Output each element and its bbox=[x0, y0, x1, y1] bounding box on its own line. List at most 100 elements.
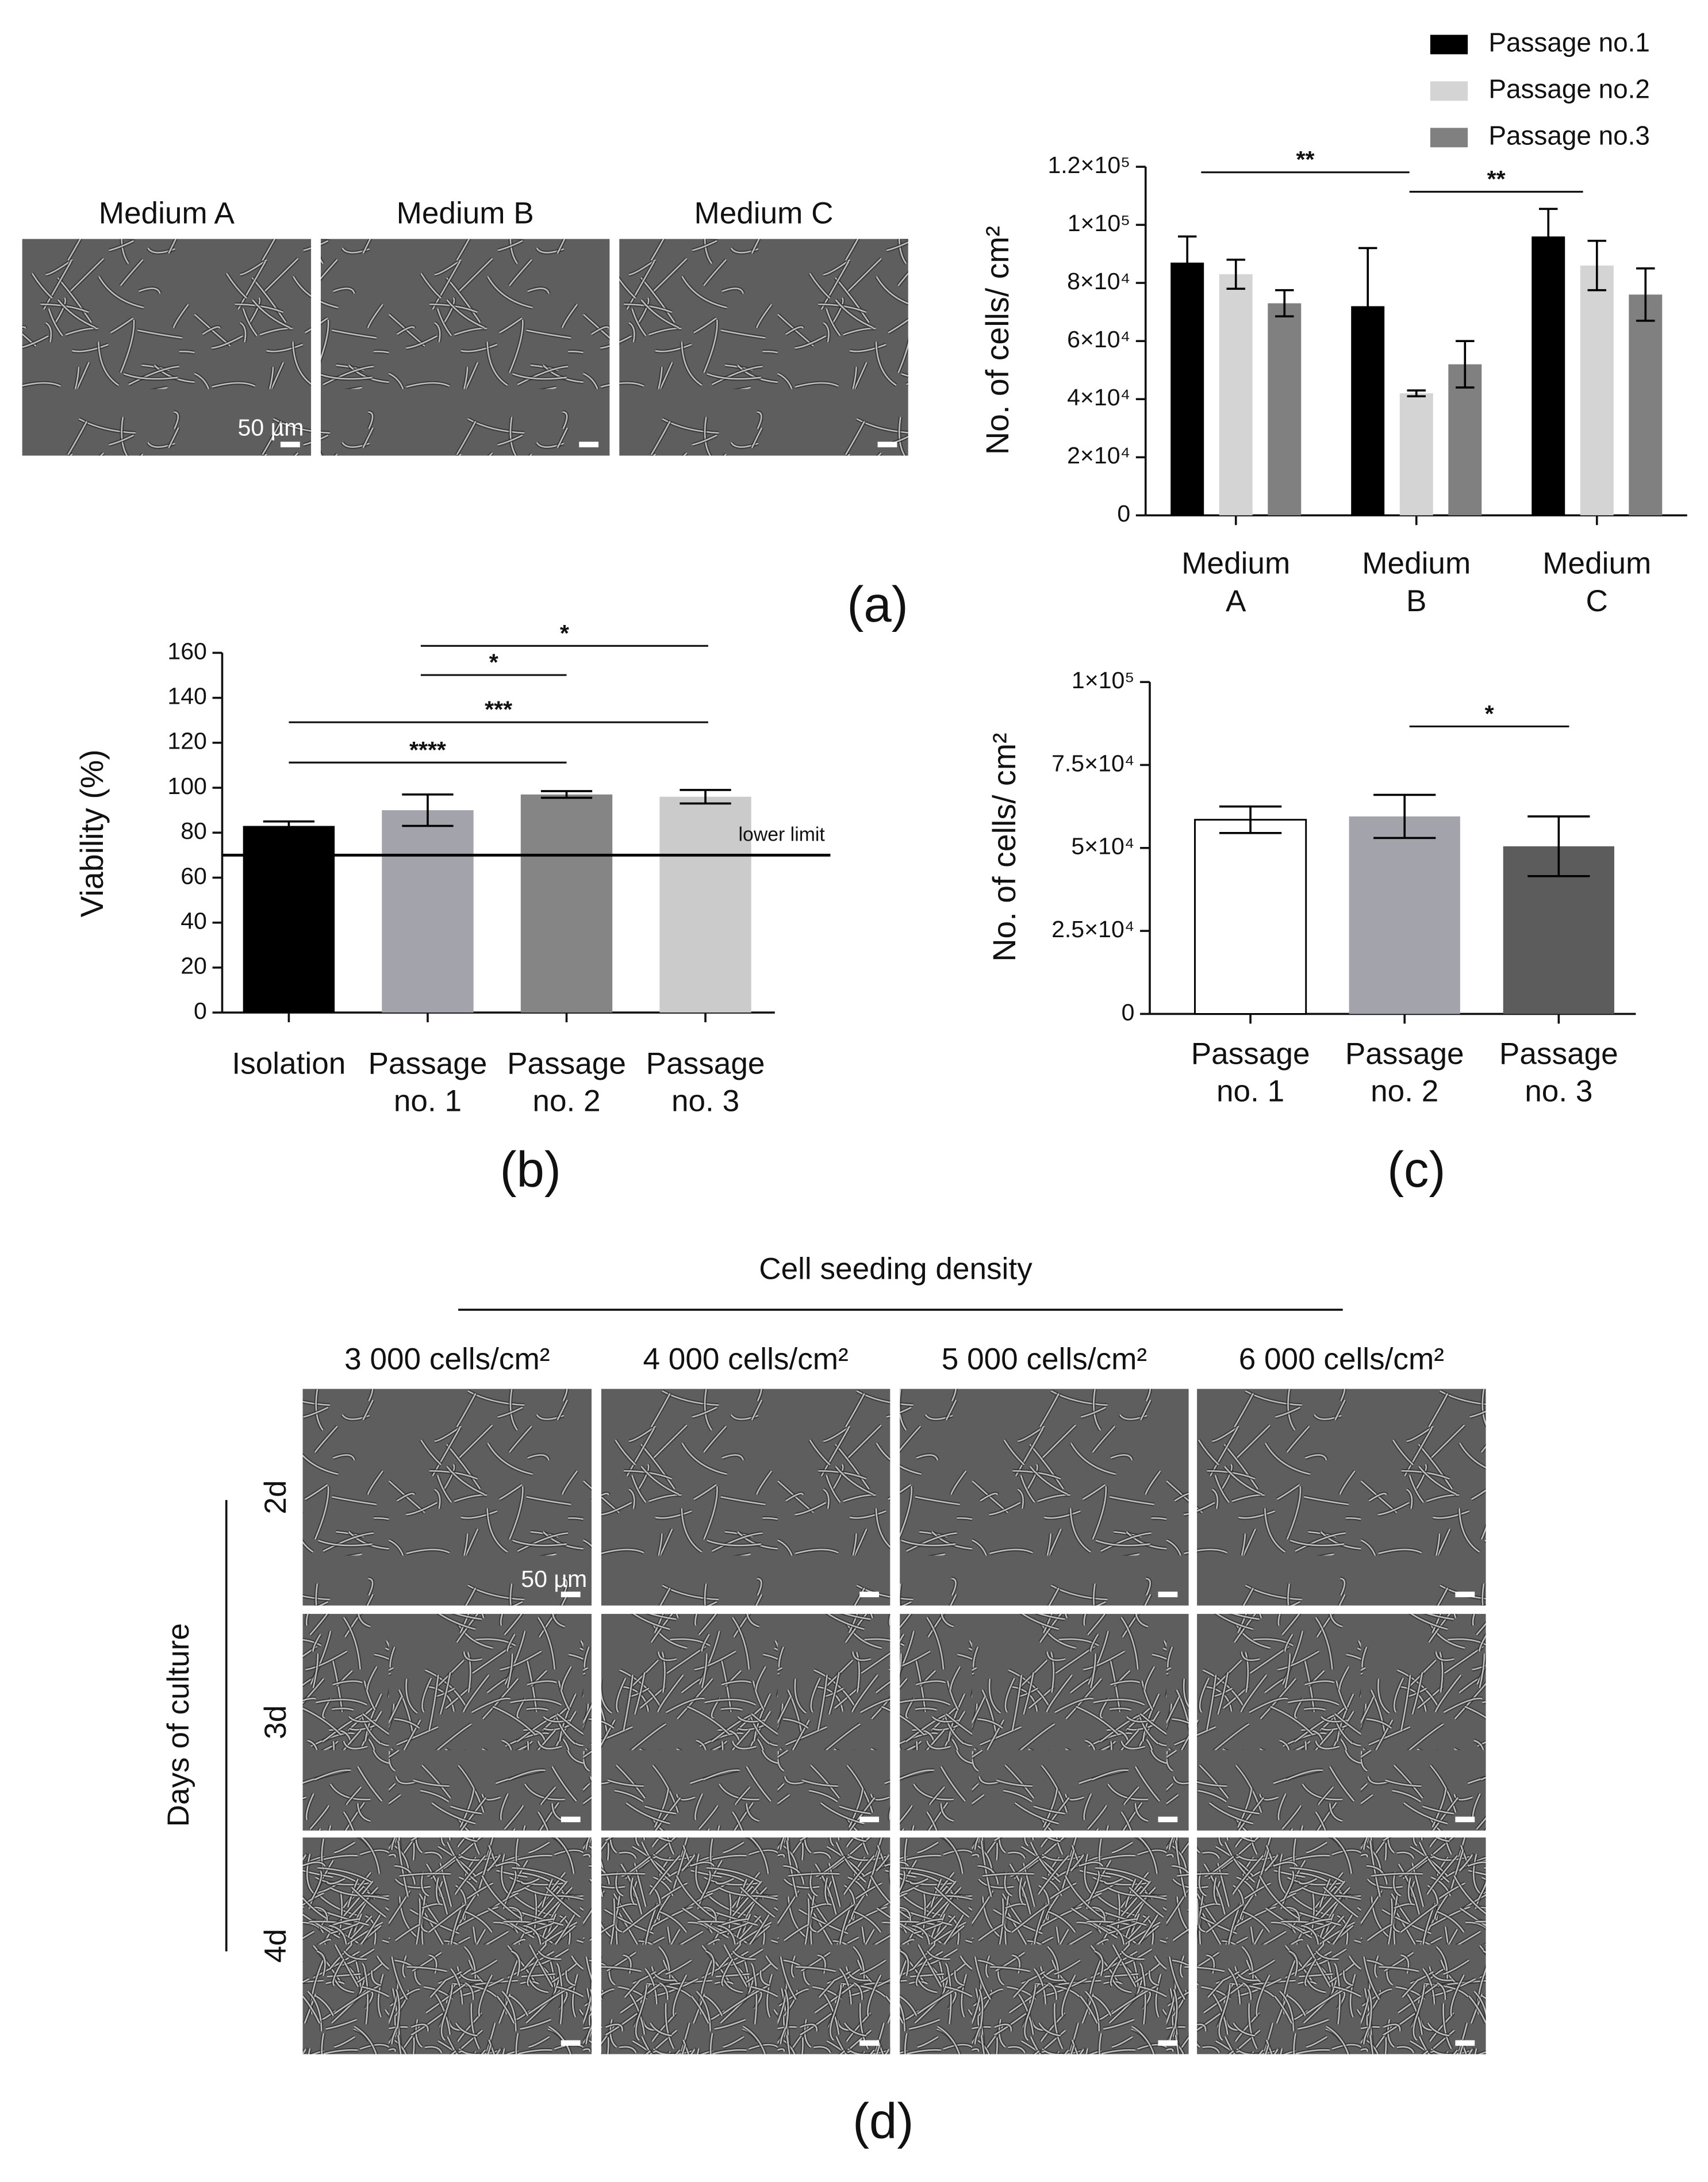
scale-bar bbox=[1455, 2040, 1475, 2046]
scale-bar bbox=[1455, 1816, 1475, 1823]
column-header: 5 000 cells/cm² bbox=[942, 1342, 1147, 1376]
panel-title: Cell seeding density bbox=[759, 1252, 1033, 1286]
bar bbox=[520, 794, 613, 1013]
legend-label: Passage no.1 bbox=[1488, 28, 1650, 57]
panel-label: (b) bbox=[500, 1142, 561, 1198]
significance-label: ** bbox=[1487, 166, 1506, 192]
x-tick-label: Isolation bbox=[232, 1045, 346, 1081]
micrograph-texture bbox=[900, 1389, 1189, 1606]
panel-label: (c) bbox=[1387, 1142, 1445, 1198]
x-tick-label: Passage no. 1 bbox=[368, 1045, 488, 1118]
bar bbox=[659, 796, 751, 1013]
significance-label: **** bbox=[409, 737, 446, 763]
scale-bar bbox=[1158, 1592, 1178, 1597]
scale-bar bbox=[1158, 1816, 1178, 1823]
legend-label: Passage no.3 bbox=[1488, 120, 1650, 150]
y-axis-label: Viability (%) bbox=[74, 749, 110, 917]
y-tick-label: 6×10⁴ bbox=[1067, 326, 1130, 352]
bar bbox=[1170, 262, 1204, 516]
scale-bar bbox=[561, 1816, 581, 1823]
scale-bar bbox=[1158, 2040, 1178, 2046]
micrograph-texture bbox=[320, 239, 610, 456]
scale-bar bbox=[561, 1592, 581, 1597]
micrograph-texture bbox=[900, 1837, 1189, 2054]
x-tick-label-box: Medium C bbox=[1542, 546, 1652, 619]
micrograph-texture bbox=[1197, 1837, 1486, 2054]
micrograph-texture bbox=[1197, 1389, 1486, 1606]
scale-bar bbox=[579, 442, 599, 447]
micrograph-title: Medium B bbox=[397, 197, 534, 231]
bar bbox=[1532, 236, 1565, 516]
legend-swatch bbox=[1430, 81, 1468, 101]
y-tick-label: 40 bbox=[181, 907, 207, 934]
row-label: 3d bbox=[259, 1705, 293, 1739]
x-tick-label-box: Medium B bbox=[1362, 546, 1471, 619]
bar bbox=[1580, 265, 1614, 516]
x-tick-label: Medium B bbox=[1362, 546, 1471, 619]
micrograph-texture bbox=[302, 1389, 592, 1606]
panel-label: (a) bbox=[847, 577, 908, 632]
significance-label: * bbox=[1485, 700, 1494, 727]
row-label: 2d bbox=[259, 1480, 293, 1514]
bar bbox=[243, 826, 335, 1013]
scale-bar bbox=[1455, 1592, 1475, 1597]
y-tick-label: 80 bbox=[181, 818, 207, 844]
micrograph-texture bbox=[619, 239, 908, 456]
y-tick-label: 20 bbox=[181, 953, 207, 979]
y-tick-label: 1×10⁵ bbox=[1068, 210, 1130, 236]
bar bbox=[1268, 303, 1302, 516]
reference-label: lower limit bbox=[739, 823, 826, 845]
column-header: 6 000 cells/cm² bbox=[1239, 1342, 1444, 1376]
micrograph-title: Medium C bbox=[694, 197, 833, 231]
x-tick-label: Passage no. 3 bbox=[646, 1045, 765, 1118]
y-tick-label: 0 bbox=[1122, 999, 1135, 1025]
y-axis-label: No. of cells/ cm² bbox=[980, 226, 1015, 455]
legend-label: Passage no.2 bbox=[1488, 74, 1650, 104]
y-tick-label: 140 bbox=[167, 682, 207, 709]
column-header: 3 000 cells/cm² bbox=[344, 1342, 550, 1376]
y-tick-label: 0 bbox=[194, 998, 207, 1024]
x-tick-label: Medium C bbox=[1542, 546, 1652, 619]
micrograph-texture bbox=[302, 1613, 592, 1831]
bar bbox=[1219, 274, 1253, 516]
y-tick-label: 100 bbox=[167, 773, 207, 799]
scale-bar-label: 50 µm bbox=[521, 1566, 587, 1592]
x-tick-label-box: Passage no. 3 bbox=[646, 1045, 765, 1118]
bar bbox=[1194, 819, 1307, 1015]
scale-bar bbox=[859, 2040, 879, 2046]
micrograph-texture bbox=[1197, 1613, 1486, 1831]
scale-bar bbox=[280, 442, 300, 447]
significance-label: ** bbox=[1296, 146, 1315, 172]
legend-swatch bbox=[1430, 128, 1468, 148]
x-tick-label: Passage no. 1 bbox=[1191, 1036, 1310, 1109]
x-tick-label: Passage no. 2 bbox=[507, 1045, 626, 1118]
row-label: 4d bbox=[259, 1929, 293, 1963]
y-tick-label: 4×10⁴ bbox=[1067, 384, 1130, 411]
micrograph-texture bbox=[601, 1837, 891, 2054]
significance-label: * bbox=[560, 620, 569, 646]
x-tick-label-box: Passage no. 2 bbox=[507, 1045, 626, 1118]
y-tick-label: 120 bbox=[167, 728, 207, 754]
x-tick-label: Medium A bbox=[1181, 546, 1291, 619]
y-tick-label: 7.5×10⁴ bbox=[1051, 750, 1134, 776]
micrograph-texture bbox=[601, 1389, 891, 1606]
legend-swatch bbox=[1430, 34, 1468, 55]
x-tick-label: Passage no. 3 bbox=[1499, 1036, 1618, 1109]
y-tick-label: 1×10⁵ bbox=[1072, 667, 1134, 693]
x-tick-label-box: Passage no. 1 bbox=[368, 1045, 488, 1118]
scale-bar bbox=[859, 1592, 879, 1597]
micrograph-texture bbox=[601, 1613, 891, 1831]
bar bbox=[1448, 364, 1482, 516]
y-tick-label: 2×10⁴ bbox=[1067, 442, 1130, 469]
panel-label: (d) bbox=[853, 2093, 914, 2149]
column-header: 4 000 cells/cm² bbox=[643, 1342, 848, 1376]
bar bbox=[1399, 393, 1433, 516]
x-tick-label-box: Medium A bbox=[1181, 546, 1291, 619]
y-tick-label: 1.2×10⁵ bbox=[1047, 152, 1130, 178]
x-tick-label-box: Passage no. 3 bbox=[1499, 1036, 1618, 1109]
bar bbox=[1349, 816, 1460, 1014]
micrograph-texture bbox=[302, 1837, 592, 2054]
y-tick-label: 2.5×10⁴ bbox=[1051, 916, 1134, 942]
bar bbox=[382, 810, 474, 1013]
